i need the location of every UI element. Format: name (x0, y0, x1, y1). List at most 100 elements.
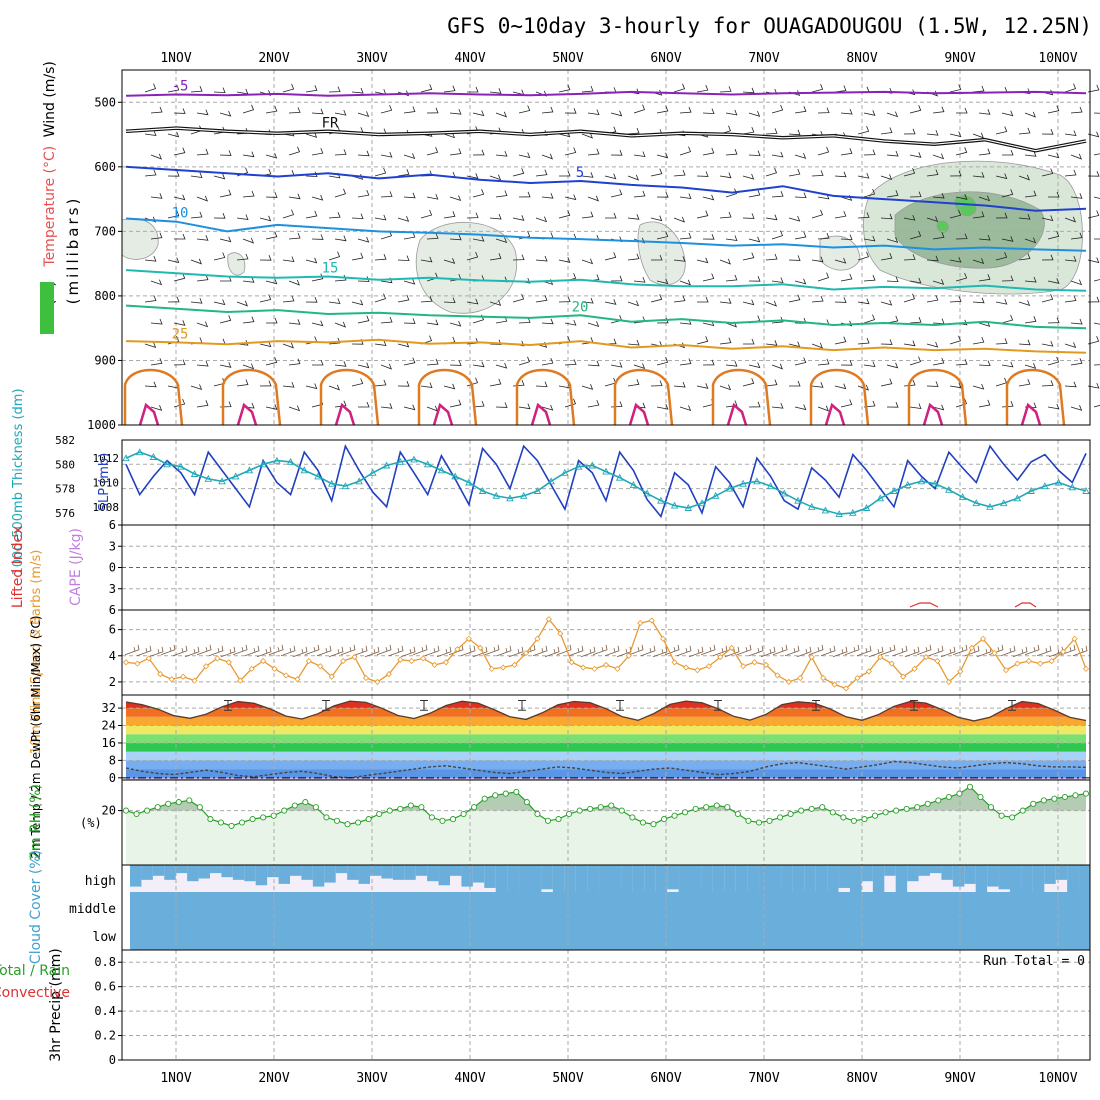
wind-speed-point (374, 678, 381, 685)
wind-barb (719, 172, 732, 179)
wind-barb (978, 274, 991, 282)
wind-barb (978, 195, 991, 202)
wind-barb (932, 404, 945, 411)
wind-speed-point (694, 667, 701, 674)
wind-barb (144, 255, 157, 262)
rh-area-light (126, 786, 1086, 865)
wind-barb (673, 256, 686, 262)
date-label-bottom: 7NOV (748, 1071, 779, 1086)
wind-barb (811, 382, 824, 388)
date-label-top: 5NOV (552, 51, 583, 66)
wind-barb (794, 357, 807, 366)
wind-barb (656, 231, 669, 240)
wind-speed-point (420, 655, 427, 662)
rh-point (977, 793, 984, 801)
wind-barb (995, 212, 1008, 219)
wind-barb (196, 148, 209, 156)
wind-speed-point (751, 659, 758, 666)
rh-point (260, 814, 267, 821)
wind-barb (1047, 356, 1060, 366)
thickness-point (1041, 482, 1049, 490)
wind-barb (892, 645, 908, 657)
isotherm-15 (125, 269, 1087, 292)
wind-barb (334, 321, 347, 328)
wind-speed-point (260, 657, 267, 665)
cloud-high-bar (141, 865, 154, 880)
isotherm-35 (334, 402, 356, 426)
wind-speed-point (134, 660, 141, 667)
wind-barb (581, 172, 594, 178)
rh-point (935, 797, 942, 804)
wind-barb (817, 272, 830, 282)
wind-barb (190, 172, 203, 178)
thickness-point (903, 480, 912, 488)
cloud-high-bar (1067, 865, 1080, 892)
wind-barb (259, 294, 272, 303)
wind-barb (334, 361, 347, 367)
wind-speed-point (922, 654, 930, 661)
wind-barb (863, 314, 876, 324)
rh-point (703, 804, 710, 811)
wind-barb (880, 174, 893, 181)
wind-barb (357, 276, 370, 282)
cloud-high-bar (735, 865, 748, 892)
rh-point (355, 819, 362, 826)
wind-barb (311, 108, 324, 115)
wind-barb (863, 235, 876, 242)
wind-barb (1070, 358, 1083, 366)
cloud-high-bar (895, 865, 908, 892)
isotherm-label: 10 (172, 206, 189, 222)
wind-barb (312, 359, 324, 366)
wind-barb (351, 299, 364, 306)
wind-barb (426, 107, 439, 114)
wind-barb (397, 381, 410, 387)
wind-barb (150, 232, 163, 240)
wind-barb (190, 258, 203, 265)
wind-barb (604, 173, 617, 180)
thickness-point (396, 457, 405, 465)
wind-barb (397, 216, 410, 222)
thickness-point (341, 482, 350, 490)
wind-barb (742, 378, 755, 387)
wind-barb (518, 356, 531, 366)
wind-barb (587, 360, 600, 367)
wind-barb (328, 646, 344, 658)
wind-barb (558, 257, 571, 263)
wind-barb (259, 341, 272, 348)
wind-barb (374, 340, 387, 346)
temp-band (126, 751, 1086, 761)
cloud-high-bar (872, 865, 885, 892)
wind-barb (909, 317, 922, 324)
wind-barb (679, 405, 692, 412)
series-line (125, 451, 1087, 515)
wind-speed-point (408, 657, 415, 665)
cloud-high-bar (278, 865, 291, 884)
thickness-point (382, 461, 391, 469)
wind-barb (328, 384, 341, 391)
cloud-high-bar (312, 865, 325, 887)
ylabel-millibars: (millibars) (64, 196, 82, 305)
wind-barb (340, 644, 356, 656)
wind-barb (403, 106, 416, 114)
wind-barb (173, 398, 186, 408)
rh-point (777, 814, 784, 821)
wind-barb (1001, 275, 1014, 282)
wind-barb (748, 645, 764, 657)
wind-barb (1070, 106, 1083, 114)
wind-barb (840, 148, 853, 156)
cloud-high-bg (175, 865, 188, 892)
wind-barb (1047, 278, 1060, 284)
wind-barb (489, 300, 502, 306)
wind-barb (268, 644, 284, 656)
wind-barb (167, 171, 180, 177)
rh-point (734, 810, 741, 818)
wind-barb (1018, 253, 1031, 261)
cloud-high-bar (232, 865, 245, 880)
thickness-point (1054, 478, 1063, 486)
y2-tick-label: 1010 (93, 477, 120, 490)
y-tick-label: 20 (102, 804, 116, 818)
wind-barb (926, 341, 939, 348)
wind-barb (926, 129, 939, 136)
cloud-high-bg (930, 865, 942, 892)
wind-barb (788, 129, 801, 136)
